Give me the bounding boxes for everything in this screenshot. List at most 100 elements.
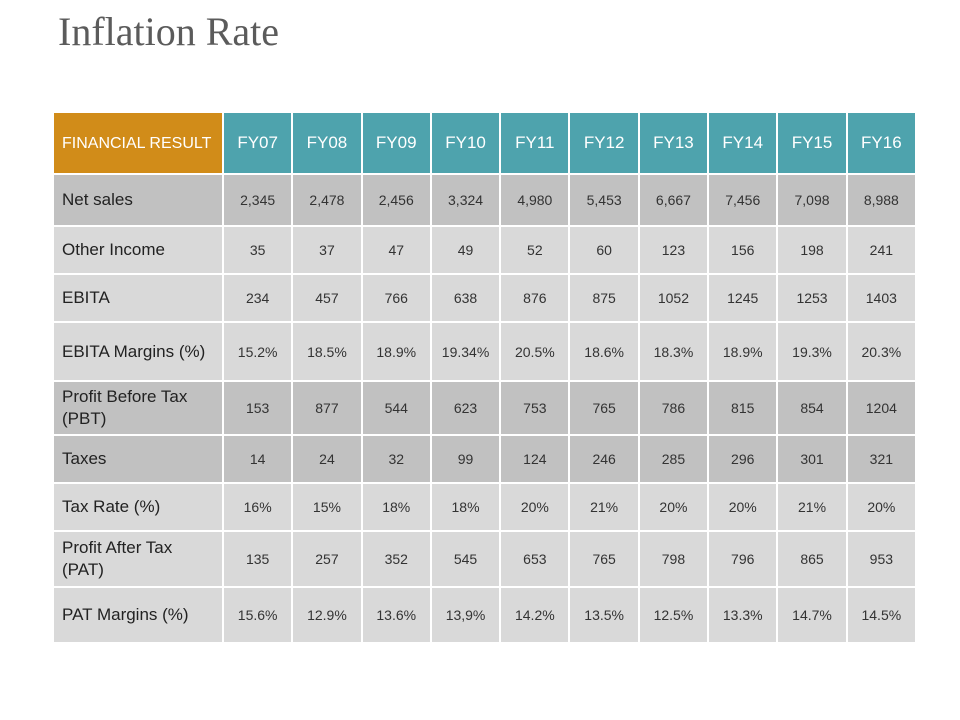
table-cell: 24 <box>293 436 361 482</box>
table-cell: 135 <box>224 532 292 586</box>
row-label: PAT Margins (%) <box>54 588 222 642</box>
table-cell: 52 <box>501 227 569 273</box>
table-cell: 766 <box>362 275 430 321</box>
year-header: FY13 <box>639 113 708 173</box>
page-title: Inflation Rate <box>58 9 280 54</box>
table-cell: 156 <box>709 227 777 273</box>
year-header: FY12 <box>570 113 638 173</box>
table-cell: 19.34% <box>431 323 500 380</box>
row-label: EBITA Margins (%) <box>54 323 222 380</box>
table-cell: 1403 <box>847 275 915 321</box>
table-row: Profit Before Tax (PBT) 153 877 544 623 753 76… <box>54 382 915 434</box>
row-label: Taxes <box>54 436 222 482</box>
table-cell: 545 <box>431 532 500 586</box>
year-header: FY15 <box>778 113 846 173</box>
table-cell: 544 <box>362 382 430 434</box>
table-cell: 638 <box>431 275 500 321</box>
table-cell: 321 <box>847 436 915 482</box>
table-cell: 20.3% <box>847 323 915 380</box>
table-cell: 285 <box>639 436 708 482</box>
table-cell: 753 <box>501 382 569 434</box>
table-cell: 4,980 <box>501 175 569 225</box>
table-cell: 798 <box>639 532 708 586</box>
table-cell: 257 <box>293 532 361 586</box>
table-cell: 198 <box>778 227 846 273</box>
table-cell: 124 <box>501 436 569 482</box>
row-label: Profit Before Tax (PBT) <box>54 382 222 434</box>
table-cell: 13.6% <box>362 588 430 642</box>
row-label: Net sales <box>54 175 222 225</box>
table-cell: 20% <box>639 484 708 530</box>
year-header: FY11 <box>501 113 569 173</box>
table-cell: 20.5% <box>501 323 569 380</box>
table-cell: 19.3% <box>778 323 846 380</box>
table-row: EBITA Margins (%) 15.2% 18.5% 18.9% 19.34% 20… <box>54 323 915 380</box>
row-label: EBITA <box>54 275 222 321</box>
year-header: FY16 <box>847 113 915 173</box>
table-cell: 765 <box>570 532 638 586</box>
table-cell: 953 <box>847 532 915 586</box>
table-cell: 7,456 <box>709 175 777 225</box>
table-cell: 865 <box>778 532 846 586</box>
table-cell: 6,667 <box>639 175 708 225</box>
table-cell: 47 <box>362 227 430 273</box>
table-cell: 8,988 <box>847 175 915 225</box>
table-cell: 18% <box>362 484 430 530</box>
table-cell: 234 <box>224 275 292 321</box>
table-cell: 37 <box>293 227 361 273</box>
table-row: Tax Rate (%) 16% 15% 18% 18% 20% 21% 20% 20% 21% 2… <box>54 484 915 530</box>
year-header: FY07 <box>224 113 292 173</box>
table-cell: 14.2% <box>501 588 569 642</box>
table-cell: 2,345 <box>224 175 292 225</box>
table-cell: 18.5% <box>293 323 361 380</box>
table-cell: 457 <box>293 275 361 321</box>
table-cell: 296 <box>709 436 777 482</box>
table-row: Taxes 14 24 32 99 124 246 285 296 301 321 <box>54 436 915 482</box>
table-cell: 877 <box>293 382 361 434</box>
table-cell: 875 <box>570 275 638 321</box>
table-cell: 18.3% <box>639 323 708 380</box>
table-cell: 301 <box>778 436 846 482</box>
table-cell: 2,478 <box>293 175 361 225</box>
table-cell: 13.5% <box>570 588 638 642</box>
year-header: FY14 <box>709 113 777 173</box>
table-row: EBITA 234 457 766 638 876 875 1052 1245 1253 1403 <box>54 275 915 321</box>
table-cell: 123 <box>639 227 708 273</box>
table-cell: 352 <box>362 532 430 586</box>
table-cell: 49 <box>431 227 500 273</box>
table-cell: 3,324 <box>431 175 500 225</box>
table-cell: 12.5% <box>639 588 708 642</box>
table-body: Net sales 2,345 2,478 2,456 3,324 4,980 5,453 6… <box>54 175 915 642</box>
table-cell: 854 <box>778 382 846 434</box>
table-header-row: FINANCIAL RESULT FY07 FY08 FY09 FY10 FY11 FY1… <box>54 113 915 173</box>
table-cell: 18.6% <box>570 323 638 380</box>
financial-results-table: FINANCIAL RESULT FY07 FY08 FY09 FY10 FY11 FY1… <box>52 111 917 644</box>
table-cell: 153 <box>224 382 292 434</box>
table-cell: 13,9% <box>431 588 500 642</box>
table-cell: 815 <box>709 382 777 434</box>
table-cell: 14.5% <box>847 588 915 642</box>
year-header: FY09 <box>362 113 430 173</box>
table-cell: 21% <box>570 484 638 530</box>
table-cell: 18% <box>431 484 500 530</box>
table-cell: 60 <box>570 227 638 273</box>
table-cell: 1245 <box>709 275 777 321</box>
corner-label: FINANCIAL RESULT <box>54 113 222 173</box>
table-cell: 35 <box>224 227 292 273</box>
table-cell: 99 <box>431 436 500 482</box>
table-cell: 15% <box>293 484 361 530</box>
table-cell: 241 <box>847 227 915 273</box>
row-label: Profit After Tax (PAT) <box>54 532 222 586</box>
table-cell: 1253 <box>778 275 846 321</box>
table-cell: 14 <box>224 436 292 482</box>
table-cell: 623 <box>431 382 500 434</box>
table-cell: 5,453 <box>570 175 638 225</box>
table-row: PAT Margins (%) 15.6% 12.9% 13.6% 13,9% 14.2%… <box>54 588 915 642</box>
table-row: Net sales 2,345 2,478 2,456 3,324 4,980 5,453 6… <box>54 175 915 225</box>
table-row: Profit After Tax (PAT) 135 257 352 545 653 765… <box>54 532 915 586</box>
table-cell: 2,456 <box>362 175 430 225</box>
table-cell: 12.9% <box>293 588 361 642</box>
table-cell: 16% <box>224 484 292 530</box>
table-cell: 20% <box>847 484 915 530</box>
table-cell: 15.6% <box>224 588 292 642</box>
